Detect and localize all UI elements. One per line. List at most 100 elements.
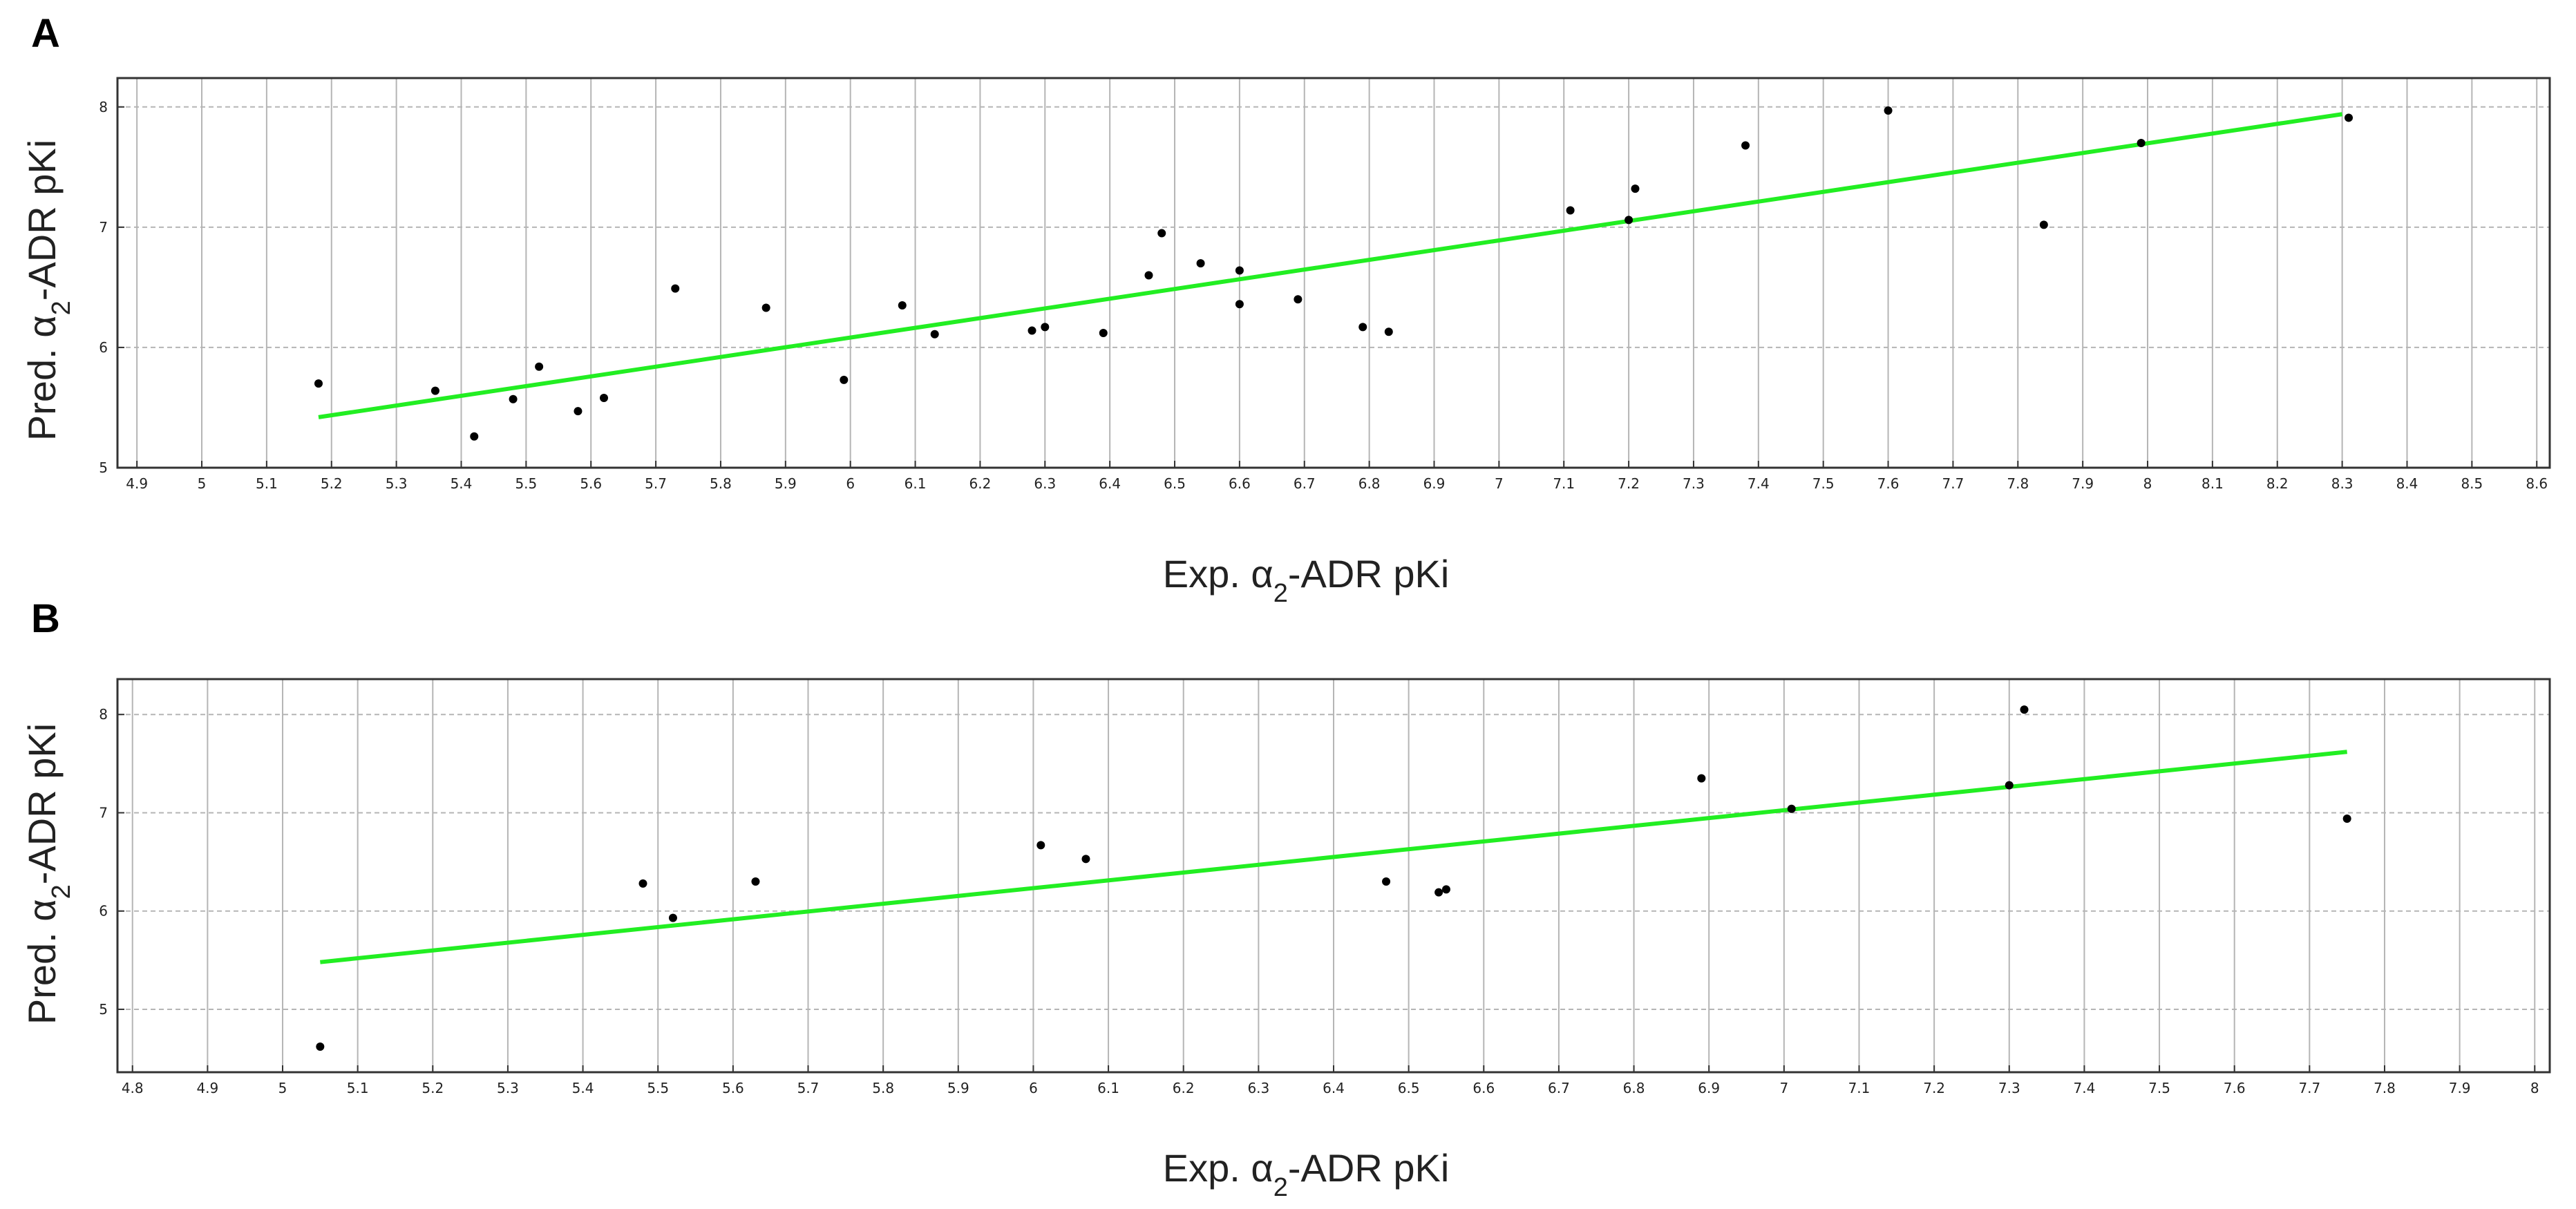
x-tick-label: 5.3	[497, 1080, 519, 1096]
data-point	[1294, 295, 1303, 304]
x-tick-label: 6.3	[1034, 475, 1056, 492]
x-tick-label: 7.5	[2148, 1080, 2170, 1096]
data-point	[314, 379, 323, 388]
data-point	[761, 303, 770, 312]
x-tick-label: 5.7	[645, 475, 667, 492]
x-tick-label: 7.9	[2449, 1080, 2471, 1096]
x-tick-label: 5.9	[775, 475, 797, 492]
data-point	[1566, 206, 1575, 215]
x-tick-label: 7.8	[2374, 1080, 2396, 1096]
x-tick-label: 6	[1029, 1080, 1038, 1096]
x-tick-label: 6.6	[1472, 1080, 1495, 1096]
x-tick-label: 7.1	[1553, 475, 1575, 492]
x-tick-label: 6.9	[1698, 1080, 1720, 1096]
x-tick-label: 7.3	[1683, 475, 1705, 492]
data-point	[574, 407, 583, 416]
x-tick-label: 7.2	[1923, 1080, 1945, 1096]
x-tick-label: 5.3	[386, 475, 408, 492]
data-point	[535, 362, 544, 371]
data-point	[1631, 184, 1640, 193]
x-tick-label: 6.3	[1247, 1080, 1269, 1096]
data-point	[2039, 220, 2048, 229]
x-tick-label: 7.4	[1748, 475, 1770, 492]
x-tick-label: 6.8	[1623, 1080, 1645, 1096]
y-tick-label: 7	[99, 804, 108, 821]
x-tick-label: 7.6	[1877, 475, 1900, 492]
panel-a-ylabel: Pred. α2-ADR pKi	[20, 140, 76, 441]
x-tick-label: 5.6	[722, 1080, 744, 1096]
x-tick-label: 5.7	[797, 1080, 820, 1096]
data-point	[1235, 300, 1244, 309]
panel-b-plot: 4.8 4.9 5 5.1 5.2 5.3 5.4 5.5 5.6 5.7 5.8 5.9 6 6.1 6.…	[99, 678, 2551, 1096]
data-point	[1027, 326, 1036, 335]
data-point	[1884, 106, 1893, 115]
x-tick-label: 7.8	[2007, 475, 2029, 492]
data-point	[1384, 327, 1393, 336]
data-point	[638, 879, 647, 888]
fit-line	[318, 112, 2343, 419]
data-point	[1358, 323, 1367, 332]
y-tick-label: 8	[99, 99, 108, 115]
x-tick-label: 8	[2530, 1080, 2539, 1096]
data-point	[2005, 781, 2014, 790]
panel-a-xlabel: Exp. α2-ADR pKi	[1163, 552, 1450, 608]
y-tick-label: 5	[99, 459, 108, 476]
x-tick-label: 6.7	[1548, 1080, 1570, 1096]
x-tick-label: 8.3	[2331, 475, 2354, 492]
x-tick-label: 4.9	[126, 475, 148, 492]
data-point	[1697, 774, 1706, 783]
data-point	[1041, 323, 1050, 332]
data-point	[1625, 216, 1633, 225]
data-point	[470, 432, 479, 441]
x-tick-label: 8.6	[2526, 475, 2548, 492]
data-point	[2345, 113, 2354, 122]
x-tick-label: 6.4	[1099, 475, 1121, 492]
plot-frame	[116, 77, 2551, 469]
x-tick-label: 4.9	[196, 1080, 218, 1096]
x-tick-label: 7	[1495, 475, 1504, 492]
x-tick-label: 5.2	[422, 1080, 444, 1096]
x-tick-label: 5	[278, 1080, 287, 1096]
data-point	[1157, 229, 1166, 238]
x-tick-label: 6.5	[1164, 475, 1186, 492]
x-tick-label: 7.6	[2224, 1080, 2246, 1096]
x-tick-label: 6.2	[969, 475, 992, 492]
panel-b-xlabel: Exp. α2-ADR pKi	[1163, 1146, 1450, 1202]
x-tick-label: 7	[1779, 1080, 1788, 1096]
x-tick-label: 5	[198, 475, 207, 492]
x-tick-label: 8.5	[2461, 475, 2483, 492]
x-tick-label: 8.2	[2266, 475, 2289, 492]
x-tick-label: 5.5	[515, 475, 537, 492]
data-point	[2137, 139, 2146, 147]
panel-b-letter: B	[31, 596, 60, 641]
y-tick-label: 6	[99, 339, 108, 356]
x-tick-label: 5.1	[347, 1080, 369, 1096]
data-point	[671, 284, 680, 293]
panel-a-letter: A	[31, 11, 60, 56]
data-point	[316, 1043, 325, 1051]
data-point	[1382, 877, 1391, 886]
data-point	[1036, 841, 1045, 850]
x-tick-label: 5.2	[321, 475, 343, 492]
x-tick-label: 5.4	[572, 1080, 594, 1096]
data-point	[1741, 141, 1750, 150]
y-tick-label: 6	[99, 903, 108, 920]
x-tick-label: 6.4	[1323, 1080, 1345, 1096]
data-point	[1099, 329, 1108, 338]
x-tick-label: 7.2	[1618, 475, 1640, 492]
x-tick-label: 7.4	[2074, 1080, 2096, 1096]
x-tick-label: 7.9	[2072, 475, 2094, 492]
data-point	[2342, 814, 2351, 823]
x-tick-label: 5.5	[647, 1080, 669, 1096]
x-tick-label: 5.1	[256, 475, 278, 492]
x-tick-label: 6.1	[1097, 1080, 1119, 1096]
data-point	[930, 330, 939, 339]
x-tick-label: 7.1	[1848, 1080, 1871, 1096]
x-tick-label: 8.1	[2201, 475, 2224, 492]
x-tick-label: 6.9	[1423, 475, 1446, 492]
x-tick-label: 6.5	[1398, 1080, 1420, 1096]
x-tick-label: 6.6	[1229, 475, 1251, 492]
y-tick-label: 7	[99, 219, 108, 236]
x-tick-label: 5.6	[580, 475, 602, 492]
